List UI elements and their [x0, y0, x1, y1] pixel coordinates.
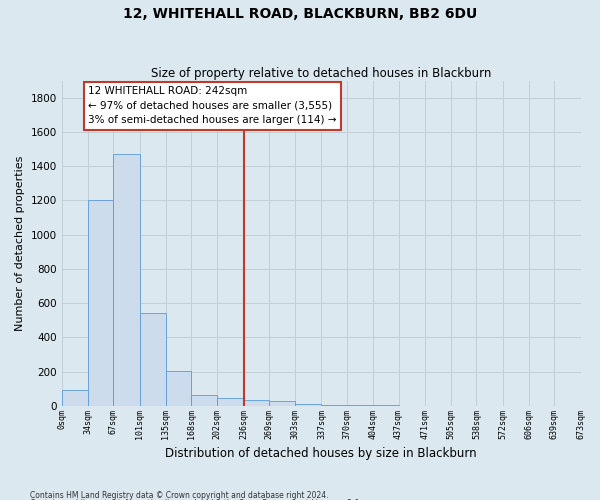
Bar: [140, 314, 166, 406]
Bar: [269, 401, 295, 406]
Y-axis label: Number of detached properties: Number of detached properties: [15, 156, 25, 331]
Text: Contains public sector information licensed under the Open Government Licence v3: Contains public sector information licen…: [30, 499, 362, 500]
Bar: [322, 405, 347, 406]
Bar: [217, 398, 244, 406]
Bar: [191, 395, 217, 406]
Text: 12, WHITEHALL ROAD, BLACKBURN, BB2 6DU: 12, WHITEHALL ROAD, BLACKBURN, BB2 6DU: [123, 8, 477, 22]
Text: Contains HM Land Registry data © Crown copyright and database right 2024.: Contains HM Land Registry data © Crown c…: [30, 490, 329, 500]
Title: Size of property relative to detached houses in Blackburn: Size of property relative to detached ho…: [151, 66, 491, 80]
X-axis label: Distribution of detached houses by size in Blackburn: Distribution of detached houses by size …: [165, 447, 477, 460]
Bar: [347, 405, 373, 406]
Bar: [166, 371, 191, 406]
Bar: [295, 404, 322, 406]
Bar: [113, 154, 140, 406]
Text: 12 WHITEHALL ROAD: 242sqm
← 97% of detached houses are smaller (3,555)
3% of sem: 12 WHITEHALL ROAD: 242sqm ← 97% of detac…: [88, 86, 337, 126]
Bar: [88, 200, 113, 406]
Bar: [244, 400, 269, 406]
Bar: [62, 390, 88, 406]
